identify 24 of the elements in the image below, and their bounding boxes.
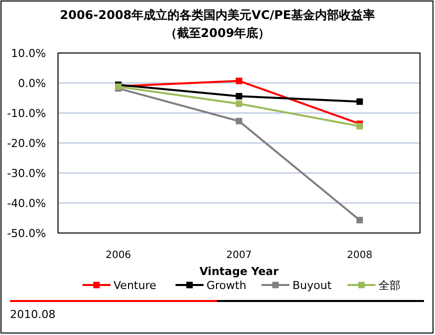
y-tick-label: 10.0% xyxy=(11,46,46,60)
point xyxy=(236,92,242,100)
legend-label: Venture xyxy=(114,278,156,292)
x-tick-label: 2006 xyxy=(106,250,132,261)
point xyxy=(236,78,242,84)
x-axis-title: Vintage Year xyxy=(199,265,280,278)
y-tick-label: -10.0% xyxy=(7,106,46,120)
y-tick-label: 0.0% xyxy=(18,76,46,90)
y-tick-label: -40.0% xyxy=(7,196,46,210)
legend-label: Growth xyxy=(206,278,246,292)
chart-subtitle: （截至2009年底） xyxy=(164,26,270,40)
point xyxy=(356,98,363,105)
chart-title: 2006-2008年成立的各类国内美元VC/PE基金内部收益率 xyxy=(60,8,376,22)
y-tick-label: -20.0% xyxy=(7,136,46,150)
x-tick-label: 2007 xyxy=(226,250,252,261)
point xyxy=(236,118,242,124)
point xyxy=(356,216,363,224)
y-tick-label: -50.0% xyxy=(7,226,46,240)
x-tick-label: 2008 xyxy=(346,250,372,261)
y-tick-label: -30.0% xyxy=(7,166,46,180)
legend-label: Buyout xyxy=(292,278,332,292)
point xyxy=(236,100,242,107)
legend-label: 全部 xyxy=(378,278,400,292)
text: 2010.08 xyxy=(10,308,56,321)
